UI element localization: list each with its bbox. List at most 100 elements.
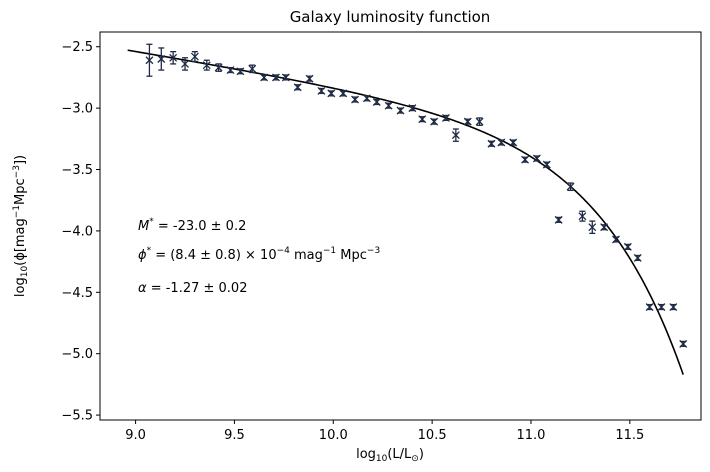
data-point [645, 303, 654, 311]
data-point [566, 182, 575, 192]
data-point [475, 117, 484, 126]
x-tick-label: 9.5 [224, 428, 245, 443]
x-marker [679, 339, 688, 348]
y-tick-label: −3.5 [61, 163, 93, 178]
x-marker [157, 55, 166, 63]
data-point [509, 138, 518, 147]
x-marker [497, 138, 506, 147]
x-marker [509, 138, 518, 147]
x-marker [214, 63, 223, 72]
plot-area [127, 43, 688, 375]
chart-title: Galaxy luminosity function [290, 8, 491, 26]
data-point [542, 160, 551, 169]
y-axis: −2.5 −3.0 −3.5 −4.0 −4.5 −5.0 −5.5 [61, 40, 100, 424]
data-point [554, 215, 563, 224]
data-point [657, 303, 666, 311]
data-point [578, 210, 587, 222]
data-point [293, 83, 302, 92]
data-point [202, 59, 211, 71]
x-marker [442, 113, 450, 122]
x-axis: 9.0 9.5 10.0 10.5 11.0 11.5 [125, 420, 644, 443]
x-marker [169, 53, 178, 62]
axes-frame [99, 31, 702, 421]
data-point [157, 47, 166, 71]
x-marker [463, 117, 472, 126]
data-point [362, 94, 371, 103]
x-marker [327, 89, 336, 98]
data-point [248, 64, 257, 74]
x-marker [633, 253, 642, 262]
data-point [339, 89, 348, 98]
data-point [214, 63, 223, 72]
x-marker [408, 104, 417, 113]
x-marker [600, 223, 609, 232]
data-point [600, 223, 609, 232]
x-marker [396, 106, 405, 115]
x-marker [475, 117, 484, 126]
data-point [679, 339, 688, 348]
data-point [190, 50, 199, 63]
x-marker [588, 223, 597, 232]
x-marker [521, 155, 530, 164]
data-point [430, 117, 439, 126]
data-point [633, 253, 642, 262]
y-tick-label: −2.5 [61, 40, 93, 55]
x-marker [578, 212, 587, 221]
annotation-alpha: α = -1.27 ± 0.02 [138, 281, 247, 296]
x-marker [566, 182, 575, 191]
x-marker [293, 83, 302, 92]
data-point [623, 242, 632, 251]
x-marker [623, 242, 632, 251]
data-point [451, 128, 460, 142]
x-marker [430, 117, 439, 126]
data-point [396, 106, 405, 115]
fit-annotations: M* = -23.0 ± 0.2 ϕ* = (8.4 ± 0.8) × 10−4… [138, 217, 380, 296]
x-marker [236, 67, 245, 76]
data-point [226, 66, 235, 75]
data-point [669, 303, 678, 311]
data-point [236, 67, 245, 76]
x-marker [542, 160, 551, 169]
x-marker [532, 154, 541, 163]
x-marker [384, 101, 393, 110]
data-point [384, 101, 393, 110]
x-tick-label: 10.5 [418, 428, 447, 443]
x-axis-label: log10(L/L⊙) [356, 447, 424, 464]
x-marker [451, 131, 460, 140]
data-point [351, 95, 359, 104]
data-point [281, 73, 290, 82]
data-point [145, 43, 154, 77]
x-marker [339, 89, 348, 98]
y-tick-label: −4.0 [61, 224, 93, 239]
x-marker [372, 98, 381, 106]
x-marker [487, 139, 496, 148]
x-marker [305, 74, 314, 83]
annotation-phistar: ϕ* = (8.4 ± 0.8) × 10−4 mag−1 Mpc−3 [138, 246, 380, 263]
y-axis-label: log10(ϕ[mag−1Mpc−3]) [12, 155, 30, 297]
data-point [442, 113, 450, 122]
data-point [169, 50, 178, 65]
x-marker [226, 66, 235, 75]
x-marker [248, 64, 257, 73]
data-point [532, 154, 541, 163]
x-tick-label: 11.5 [615, 428, 644, 443]
data-point [327, 89, 336, 98]
data-point [463, 117, 472, 126]
x-marker [190, 52, 199, 61]
data-point [181, 57, 189, 71]
x-marker [281, 73, 290, 82]
x-marker [612, 235, 620, 244]
data-point [612, 235, 620, 244]
x-marker [260, 73, 269, 82]
y-tick-label: −5.0 [61, 347, 93, 362]
data-point [588, 220, 597, 235]
x-marker [351, 95, 359, 104]
data-point [317, 86, 326, 95]
y-tick-label: −3.0 [61, 102, 93, 117]
data-point [372, 98, 381, 106]
x-marker [181, 59, 189, 68]
x-marker [645, 303, 654, 311]
x-marker [554, 215, 563, 224]
x-marker [317, 86, 326, 95]
